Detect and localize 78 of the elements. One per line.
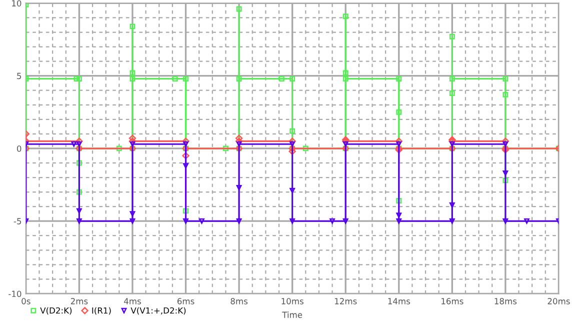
point (449, 141, 455, 147)
point (76, 218, 82, 224)
point (449, 90, 455, 96)
point (396, 141, 402, 147)
point (116, 146, 122, 152)
point (183, 76, 188, 82)
point (223, 146, 228, 152)
point (396, 76, 402, 82)
y-tick-label: 5 (17, 72, 22, 80)
x-tick-label: 18ms (494, 298, 517, 304)
point (236, 184, 242, 190)
point (76, 141, 82, 147)
point (290, 128, 296, 134)
x-tick-label: 16ms (442, 298, 464, 304)
point (396, 198, 402, 204)
point (236, 76, 242, 82)
y-tick-label: -5 (14, 218, 22, 224)
point (302, 146, 308, 152)
point (396, 109, 402, 115)
point (342, 14, 348, 19)
x-tick-label: 12ms (334, 298, 357, 304)
y-tick-label: 0 (17, 145, 22, 152)
point (172, 76, 178, 82)
x-tick-label: 4ms (124, 298, 141, 304)
point (449, 218, 455, 224)
y-tick-label: 10 (12, 0, 22, 6)
point (342, 141, 348, 147)
point (236, 6, 242, 12)
point (502, 178, 508, 184)
point (183, 218, 188, 224)
point (236, 141, 242, 147)
point (524, 218, 530, 224)
point (130, 218, 136, 224)
x-axis-title: Time (282, 312, 302, 318)
point (71, 141, 77, 147)
point (502, 170, 508, 176)
point (130, 76, 136, 82)
x-tick-label: 0s (22, 298, 30, 304)
point (182, 152, 190, 160)
x-tick-label: 2ms (70, 298, 88, 304)
point (76, 208, 82, 214)
point (502, 76, 508, 82)
point (130, 141, 136, 147)
point (130, 211, 136, 217)
point (449, 34, 455, 40)
point (396, 218, 402, 224)
point (290, 218, 296, 224)
point (330, 218, 335, 224)
point (502, 141, 508, 147)
legend-label: I(R1) (92, 307, 111, 315)
point (128, 134, 136, 142)
legend-label: V(V1:+,D2:K) (130, 307, 186, 315)
legend-label: V(D2:K) (40, 307, 72, 315)
x-tick-label: 8ms (230, 298, 248, 304)
point (290, 141, 296, 147)
point (278, 76, 284, 82)
x-tick-label: 10ms (282, 298, 304, 304)
point (342, 70, 348, 76)
point (183, 208, 188, 214)
point (342, 76, 348, 82)
point (290, 188, 296, 194)
point (76, 189, 82, 195)
point (396, 212, 402, 218)
x-tick-label: 20ms (548, 298, 570, 304)
x-tick-label: 6ms (177, 298, 194, 304)
y-tick-label: -10 (8, 290, 22, 297)
point (290, 76, 296, 82)
point (76, 160, 82, 166)
point (342, 218, 348, 224)
point (502, 92, 508, 98)
point (235, 134, 243, 142)
point (130, 24, 136, 30)
point (130, 70, 136, 76)
point (449, 202, 455, 208)
point (288, 148, 296, 155)
point (449, 76, 455, 82)
x-tick-label: 14ms (388, 298, 410, 304)
point (502, 218, 508, 224)
